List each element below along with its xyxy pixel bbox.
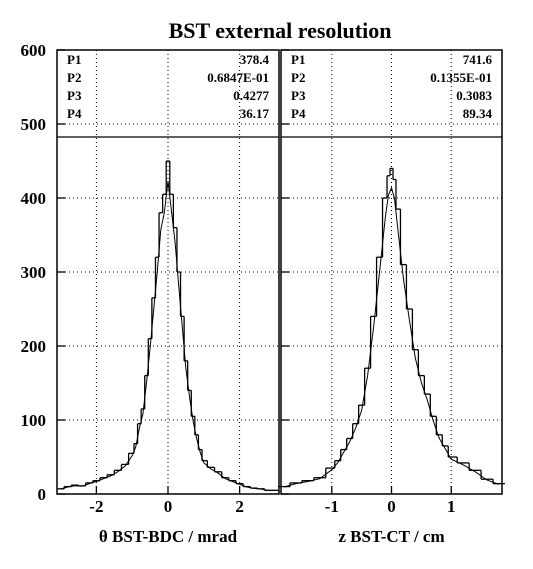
x-tick-label: 2 [235,497,244,516]
fit-stats-box: P1 378.4 P2 0.6847E-01 P3 0.4277 P4 36.17 [57,52,279,138]
fit-param-value: 0.6847E-01 [207,70,269,85]
right-panel: P1 741.6 P2 0.1355E-01 P3 0.3083 P4 89.34 -1 0 1z … [278,49,505,546]
x-axis-label: θ BST-BDC / mrad [99,527,238,546]
fit-param-value: 0.3083 [456,88,492,103]
x-tick-label: -1 [325,497,339,516]
fit-param-name: P3 [291,88,306,103]
y-tick-label-0: 0 [38,485,47,504]
y-tick-label-500: 500 [21,115,47,134]
fit-param-value: 36.17 [240,106,270,121]
x-tick-label: 0 [164,497,173,516]
fit-param-name: P4 [67,106,82,121]
fit-param-name: P1 [291,52,305,67]
chart-title: BST external resolution [169,18,392,43]
fit-param-value: 0.1355E-01 [430,70,492,85]
left-panel: P1 378.4 P2 0.6847E-01 P3 0.4277 P4 36.17 -2 0 2 θ … [56,49,280,546]
y-tick-label-300: 300 [21,263,47,282]
y-tick-label-200: 200 [21,337,47,356]
fit-param-name: P3 [67,88,82,103]
fit-curve [60,180,276,491]
fit-param-name: P4 [291,106,306,121]
x-tick-label: 0 [387,497,396,516]
fit-param-value: 89.34 [463,106,493,121]
y-axis-labels: 0 100 200 300 400 500 600 [21,41,47,504]
fit-stats-box: P1 741.6 P2 0.1355E-01 P3 0.3083 P4 89.34 [281,52,502,138]
x-tick-label: -2 [89,497,103,516]
y-tick-label-400: 400 [21,189,47,208]
y-tick-label-600: 600 [21,41,47,60]
fit-param-name: P1 [67,52,81,67]
x-axis-label: z BST-CT / cm [338,527,444,546]
fit-curve [283,186,500,488]
x-tick-label: 1 [447,497,456,516]
y-tick-label-100: 100 [21,411,47,430]
fit-param-value: 0.4277 [233,88,269,103]
fit-param-name: P2 [67,70,81,85]
fit-param-value: 741.6 [463,52,493,67]
fit-param-name: P2 [291,70,305,85]
fit-param-value: 378.4 [240,52,270,67]
